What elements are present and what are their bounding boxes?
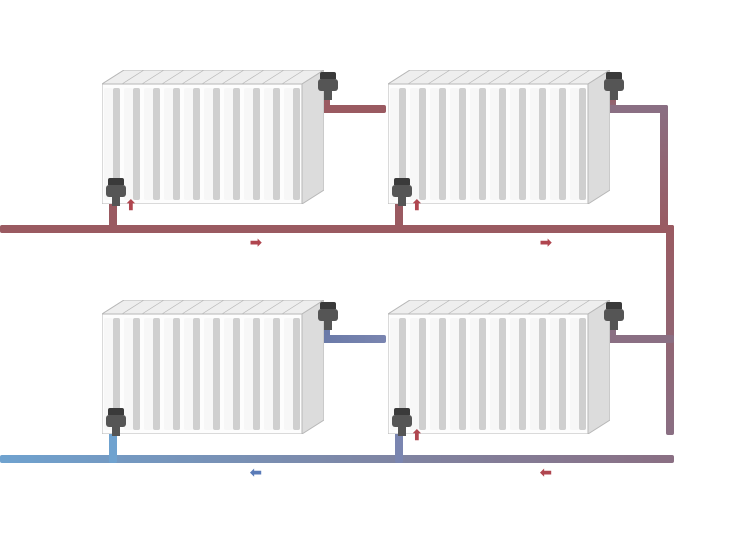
- valve: [316, 308, 340, 328]
- flow-arrow: ⬆: [411, 430, 423, 444]
- pipe: [608, 105, 668, 113]
- valve: [602, 78, 626, 98]
- pipe: [660, 105, 668, 233]
- pipe: [322, 335, 386, 343]
- pipe: [0, 455, 674, 463]
- pipe: [0, 225, 674, 233]
- flow-arrow: ➡: [540, 237, 552, 251]
- radiator-r4: [388, 300, 610, 434]
- flow-arrow: ⬅: [540, 467, 552, 481]
- flow-arrow: ⬆: [125, 200, 137, 214]
- radiator-r1: [102, 70, 324, 204]
- flow-arrow: ➡: [250, 237, 262, 251]
- pipe: [322, 105, 386, 113]
- valve: [104, 414, 128, 434]
- pipe: [608, 335, 674, 343]
- flow-arrow: ⬅: [250, 467, 262, 481]
- valve: [602, 308, 626, 328]
- radiator-r3: [102, 300, 324, 434]
- valve: [316, 78, 340, 98]
- flow-arrow: ⬆: [411, 200, 423, 214]
- radiator-r2: [388, 70, 610, 204]
- pipe: [666, 225, 674, 435]
